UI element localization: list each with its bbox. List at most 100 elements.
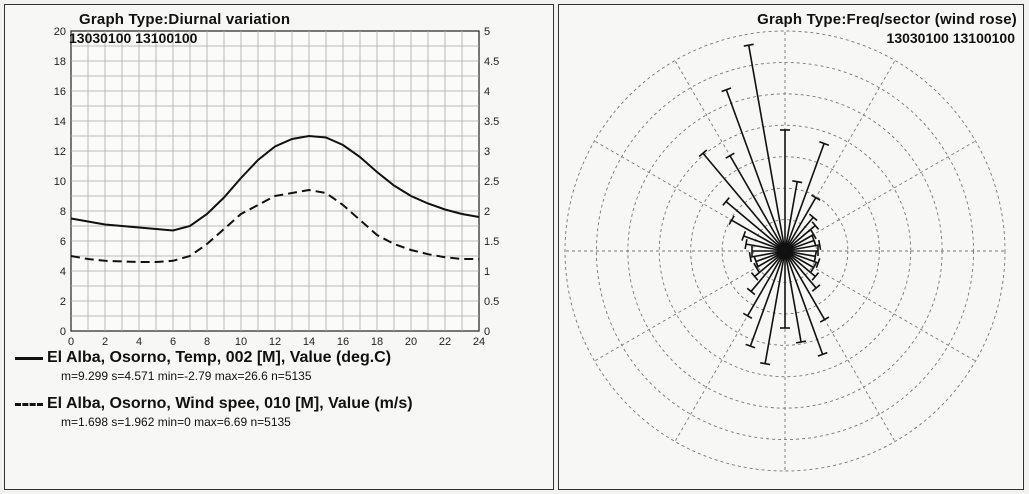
rose-sector-line (731, 219, 786, 252)
x-tick-label: 0 (68, 336, 74, 348)
y-tick-label-left: 0 (60, 326, 66, 338)
rose-sector-cap (698, 149, 708, 158)
legend-stats-wind: m=1.698 s=1.962 min=0 max=6.69 n=5135 (61, 415, 291, 430)
rose-sector-line (702, 152, 786, 252)
x-tick-label: 22 (439, 336, 451, 348)
rose-sector-line (784, 250, 816, 258)
rose-sector-cap (746, 287, 756, 296)
rose-sector-line (754, 250, 786, 278)
rose-sector-line (756, 250, 786, 269)
rose-sector-line (784, 250, 814, 269)
rose-subtitle: 13030100 13100100 (886, 30, 1015, 46)
x-tick-label: 6 (170, 336, 176, 348)
x-tick-label: 24 (473, 336, 485, 348)
rose-sector-cap (753, 262, 760, 273)
rose-sector-line (750, 250, 786, 258)
y-tick-label-left: 16 (54, 86, 66, 98)
y-tick-label-left: 10 (54, 176, 66, 188)
rose-sector-cap (760, 362, 771, 366)
y-tick-label-left: 8 (60, 206, 66, 218)
rose-sector-line (729, 155, 786, 252)
y-tick-label-right: 3 (484, 146, 490, 158)
rose-sector-cap (753, 256, 759, 267)
rose-sector-cap (811, 272, 820, 281)
rose-center (781, 247, 789, 255)
rose-sector-line (764, 250, 786, 364)
rose-sector-cap (817, 351, 828, 357)
legend-label-temp: El Alba, Osorno, Temp, 002 [M], Value (d… (47, 349, 392, 366)
y-tick-label-left: 12 (54, 146, 66, 158)
rose-sector-line (784, 244, 820, 252)
rose-ring (564, 30, 1006, 472)
rose-sector-line (784, 239, 815, 252)
diurnal-subtitle: 13030100 13100100 (69, 30, 198, 46)
rose-sector-line (784, 250, 826, 320)
rose-sector-cap (811, 235, 817, 246)
y-tick-label-left: 2 (60, 296, 66, 308)
rose-sector-cap (810, 262, 817, 273)
rose-sector-cap (795, 340, 807, 344)
rose-sector-line (747, 45, 786, 252)
rose-sector-cap (808, 213, 818, 222)
rose-sector-line (784, 197, 817, 252)
rose-sector-cap (725, 152, 735, 159)
rose-spoke (784, 250, 976, 362)
y-tick-label-left: 6 (60, 236, 66, 248)
rose-sector-line (784, 143, 825, 252)
rose-spoke (784, 140, 976, 252)
rose-sector-line (784, 181, 799, 252)
rose-ring (658, 124, 912, 378)
rose-sector-cap (819, 316, 830, 323)
x-tick-label: 8 (204, 336, 210, 348)
rose-title: Graph Type:Freq/sector (wind rose) (757, 11, 1017, 28)
legend-entry-wind: El Alba, Osorno, Wind spee, 010 [M], Val… (15, 395, 413, 429)
rose-sector-line (725, 89, 786, 252)
rose-sector-line (755, 250, 786, 263)
rose-sector-line (745, 243, 786, 252)
rose-sector-cap (811, 284, 821, 292)
rose-sector-line (784, 250, 816, 278)
rose-sector-line (784, 250, 824, 355)
y-tick-label-left: 4 (60, 266, 66, 278)
rose-sector-cap (722, 197, 730, 206)
rose-sector-cap (743, 43, 754, 47)
y-tick-label-right: 4.5 (484, 56, 499, 68)
rose-sector-line (749, 250, 786, 347)
rose-sector-cap (721, 87, 732, 93)
rose-sector-line (784, 216, 814, 252)
y-tick-label-right: 4 (484, 86, 490, 98)
series-line-wind (70, 188, 479, 263)
y-tick-label-right: 3.5 (484, 116, 499, 128)
rose-sector-line (784, 250, 802, 343)
rose-sector-line (725, 200, 786, 252)
legend-label-wind: El Alba, Osorno, Wind spee, 010 [M], Val… (47, 395, 413, 412)
x-tick-label: 10 (235, 336, 247, 348)
x-tick-label: 12 (269, 336, 281, 348)
rose-sector-line (784, 233, 814, 252)
x-tick-label: 16 (337, 336, 349, 348)
rose-ring (690, 156, 880, 346)
rose-sector-cap (810, 229, 817, 240)
legend-swatch-wind (15, 402, 43, 406)
legend-swatch-temp (15, 356, 43, 360)
wind-rose-chart (564, 30, 1006, 472)
rose-sector-cap (741, 230, 747, 241)
x-tick-label: 2 (102, 336, 108, 348)
rose-sector-cap (813, 251, 817, 262)
legend-stats-temp: m=9.299 s=4.571 min=-2.79 max=26.6 n=513… (61, 369, 312, 384)
x-tick-label: 18 (371, 336, 383, 348)
rose-sector-line (743, 235, 786, 252)
rose-sector-line (750, 250, 786, 292)
rose-sector-cap (744, 239, 748, 250)
rose-sector-line (784, 250, 819, 264)
y-tick-label-right: 1.5 (484, 236, 499, 248)
x-tick-label: 4 (136, 336, 142, 348)
y-tick-label-right: 0 (484, 326, 490, 338)
rose-sector-line (746, 250, 786, 317)
y-tick-label-left: 18 (54, 56, 66, 68)
x-tick-label: 20 (405, 336, 417, 348)
rose-sector-cap (745, 343, 756, 349)
rose-sector-line (784, 224, 816, 252)
rose-sector-cap (811, 194, 821, 201)
y-tick-label-right: 2 (484, 206, 490, 218)
